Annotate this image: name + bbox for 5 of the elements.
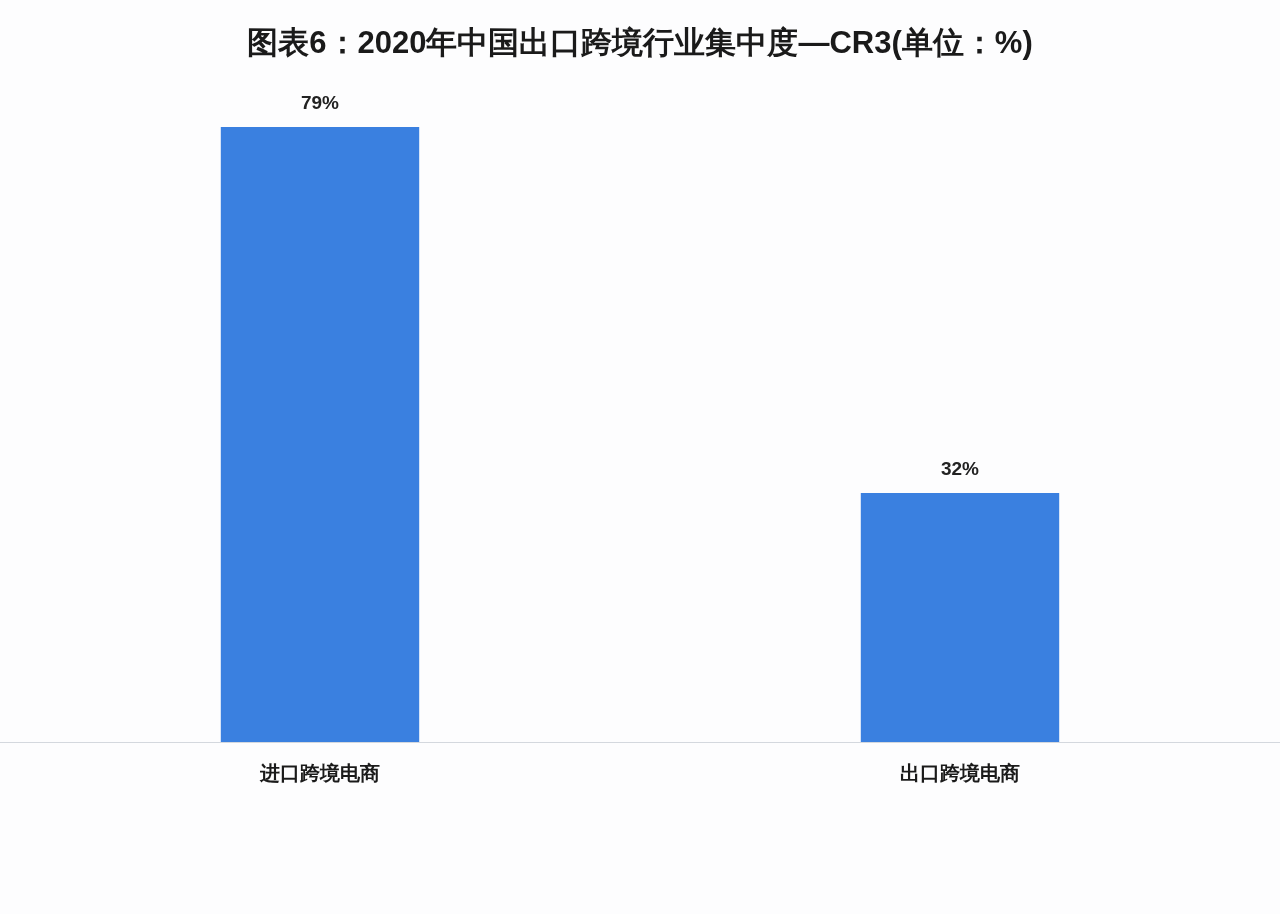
data-label: 32% [940,457,980,479]
chart-title: 图表6：2020年中国出口跨境行业集中度—CR3(单位：%) [247,25,1033,61]
x-tick-label: 出口跨境电商 [900,761,1020,784]
x-tick-label: 进口跨境电商 [259,761,380,784]
data-label: 79% [300,91,340,113]
